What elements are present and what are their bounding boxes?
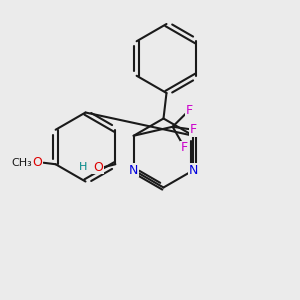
Text: CH₃: CH₃ <box>11 158 32 168</box>
Text: N: N <box>189 164 198 177</box>
Text: F: F <box>181 141 188 154</box>
Text: F: F <box>186 104 193 117</box>
Text: F: F <box>190 123 197 136</box>
Text: O: O <box>32 156 42 169</box>
Text: O: O <box>93 161 103 174</box>
Text: N: N <box>129 164 138 177</box>
Text: H: H <box>79 162 87 172</box>
